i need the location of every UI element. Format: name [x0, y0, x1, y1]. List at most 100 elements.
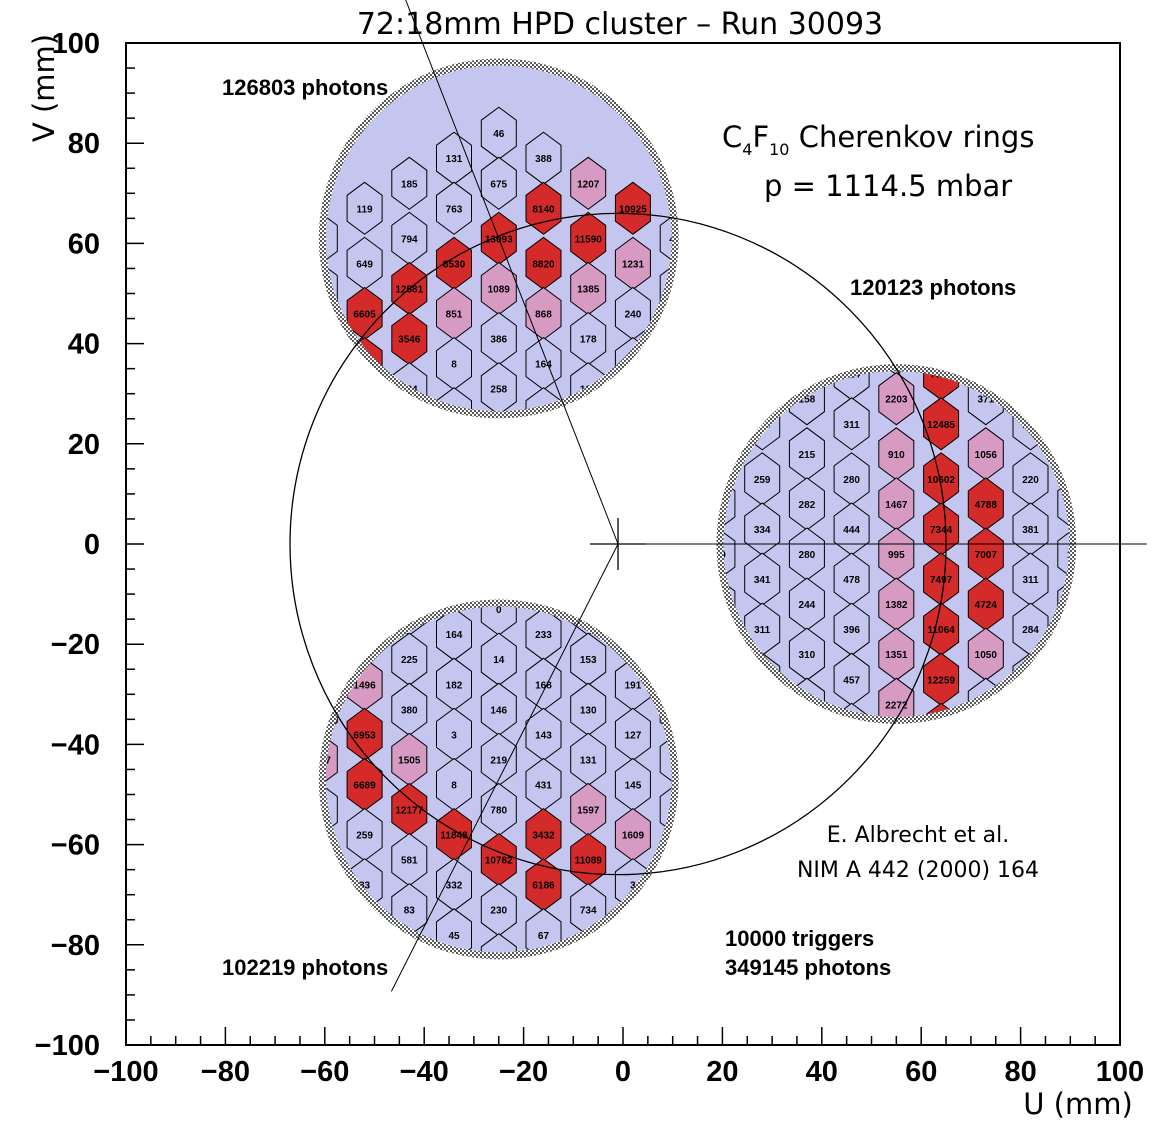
- y-tick-label: 60: [68, 228, 100, 260]
- ticks-layer: −100 −80 −60 −40 −20 0 20 40 60 80 100−100−80−60−4…: [35, 28, 1145, 1088]
- hex-cell-value: 153: [580, 655, 597, 666]
- hex-cell: [878, 577, 915, 631]
- hex-cell-value: 127: [625, 730, 642, 741]
- hex-cell-value: 1382: [885, 600, 908, 611]
- chart-title: 72:18mm HPD cluster – Run 30093: [357, 7, 883, 42]
- hex-cell-value: 158: [799, 395, 816, 406]
- hex-cell-value: 92: [1070, 650, 1082, 661]
- x-tick-label: 0: [615, 1056, 631, 1088]
- hex-cell: [346, 387, 383, 412]
- hex-cell: [744, 552, 781, 606]
- hex-cell: [525, 858, 562, 912]
- hex-cell-value: 3: [630, 881, 636, 892]
- hex-cell-value: 310: [799, 650, 816, 661]
- hex-cell-value: 191: [625, 680, 642, 691]
- hex-cell-value: 11590: [575, 234, 603, 245]
- hex-cell-value: 420: [356, 630, 373, 641]
- hex-cell-value: 284: [1022, 625, 1039, 636]
- hex-cell-value: 258: [490, 385, 507, 396]
- hex-cell: [347, 438, 382, 490]
- hex-cell-value: 8820: [532, 259, 555, 270]
- hex-cell-value: 93: [627, 460, 639, 471]
- hex-cell: [436, 657, 472, 711]
- hex-cell-value: 851: [446, 310, 463, 321]
- hex-cell-value: 581: [401, 856, 418, 867]
- hex-cell: [614, 181, 651, 235]
- hex-cell: [436, 807, 472, 862]
- hex-cell: [525, 131, 562, 185]
- hex-cell: [967, 527, 1004, 581]
- hex-cell-value: 67: [538, 931, 550, 942]
- axis-spoke: [390, 543, 619, 992]
- y-tick-label: 0: [84, 529, 100, 561]
- x-axis-label: U (mm): [1023, 1087, 1133, 1121]
- y-tick-label: −80: [51, 930, 100, 962]
- hex-cell: [480, 311, 517, 366]
- hex-cell-value: 780: [490, 806, 507, 817]
- hex-cell: [525, 286, 562, 341]
- hex-cell-value: 10319: [306, 705, 334, 716]
- hex-cell-value: 311: [844, 420, 861, 431]
- hex-cell: [570, 261, 607, 316]
- citation-line-2: NIM A 442 (2000) 164: [797, 858, 1039, 883]
- hex-cell-value: 471: [669, 234, 686, 245]
- hex-cell: [614, 807, 651, 862]
- hex-cell: [923, 502, 960, 556]
- hex-cell-value: 311: [1022, 575, 1039, 586]
- hex-cell: [346, 236, 383, 291]
- hex-cell-value: 3546: [398, 335, 421, 346]
- hex-cell: [480, 883, 517, 937]
- hex-cell-value: 91: [627, 630, 639, 641]
- hex-cell: [436, 286, 472, 341]
- hex-cell: [526, 488, 561, 540]
- hex-cell: [788, 477, 825, 531]
- hex-cell-value: 140: [709, 600, 726, 611]
- hex-cell-value: 388: [535, 154, 552, 165]
- hex-cell: [325, 211, 338, 266]
- hex-cell: [879, 723, 914, 775]
- x-tick-label: −20: [499, 1056, 548, 1088]
- hex-cell-value: 444: [843, 525, 860, 536]
- hex-cell-value: 396: [843, 625, 860, 636]
- hex-cell-value: 995: [888, 550, 905, 561]
- hex-cell-value: 93: [672, 385, 684, 396]
- hex-cell-value: 8: [451, 780, 457, 791]
- hex-cell: [788, 577, 825, 631]
- hex-cell-value: 14: [493, 655, 505, 666]
- hex-cell: [923, 552, 960, 606]
- hex-cell: [391, 311, 428, 366]
- ring-circle-layer: [289, 0, 1147, 992]
- hex-cell: [1012, 502, 1049, 556]
- hex-cell: [525, 707, 562, 762]
- hex-cell-value: 244: [799, 600, 816, 611]
- hex-cell-value: 8: [451, 360, 457, 371]
- hex-cell: [480, 156, 517, 210]
- hex-cell: [1057, 527, 1070, 581]
- hex-cell-value: 7497: [930, 575, 953, 586]
- hex-cell: [392, 463, 427, 515]
- citation-line-1: E. Albrecht et al.: [827, 823, 1010, 848]
- hex-cell: [615, 438, 650, 490]
- hex-cell-value: 230: [580, 435, 597, 446]
- hex-cell: [525, 181, 562, 235]
- photons-bottom-label: 102219 photons: [222, 955, 388, 980]
- hex-cell: [788, 627, 825, 681]
- hex-cell: [833, 602, 870, 656]
- hex-cell-value: 1481: [353, 410, 376, 421]
- hex-cell-value: 164: [446, 630, 463, 641]
- hex-cell: [659, 311, 672, 366]
- hex-cell: [525, 807, 562, 862]
- hex-cell-value: 140: [1067, 550, 1084, 561]
- y-tick-label: −20: [51, 629, 100, 661]
- hex-cell-value: 83: [359, 881, 371, 892]
- hex-cell: [833, 552, 870, 606]
- hex-cell-value: 8140: [532, 204, 555, 215]
- triggers-label: 10000 triggers: [725, 926, 874, 951]
- hex-cell-value: 4724: [975, 600, 998, 611]
- hex-cell: [346, 807, 383, 862]
- hex-cell-value: 3432: [532, 831, 555, 842]
- hex-cell-value: 10925: [619, 204, 647, 215]
- hex-cell: [833, 452, 870, 506]
- hex-cell-value: 334: [754, 525, 771, 536]
